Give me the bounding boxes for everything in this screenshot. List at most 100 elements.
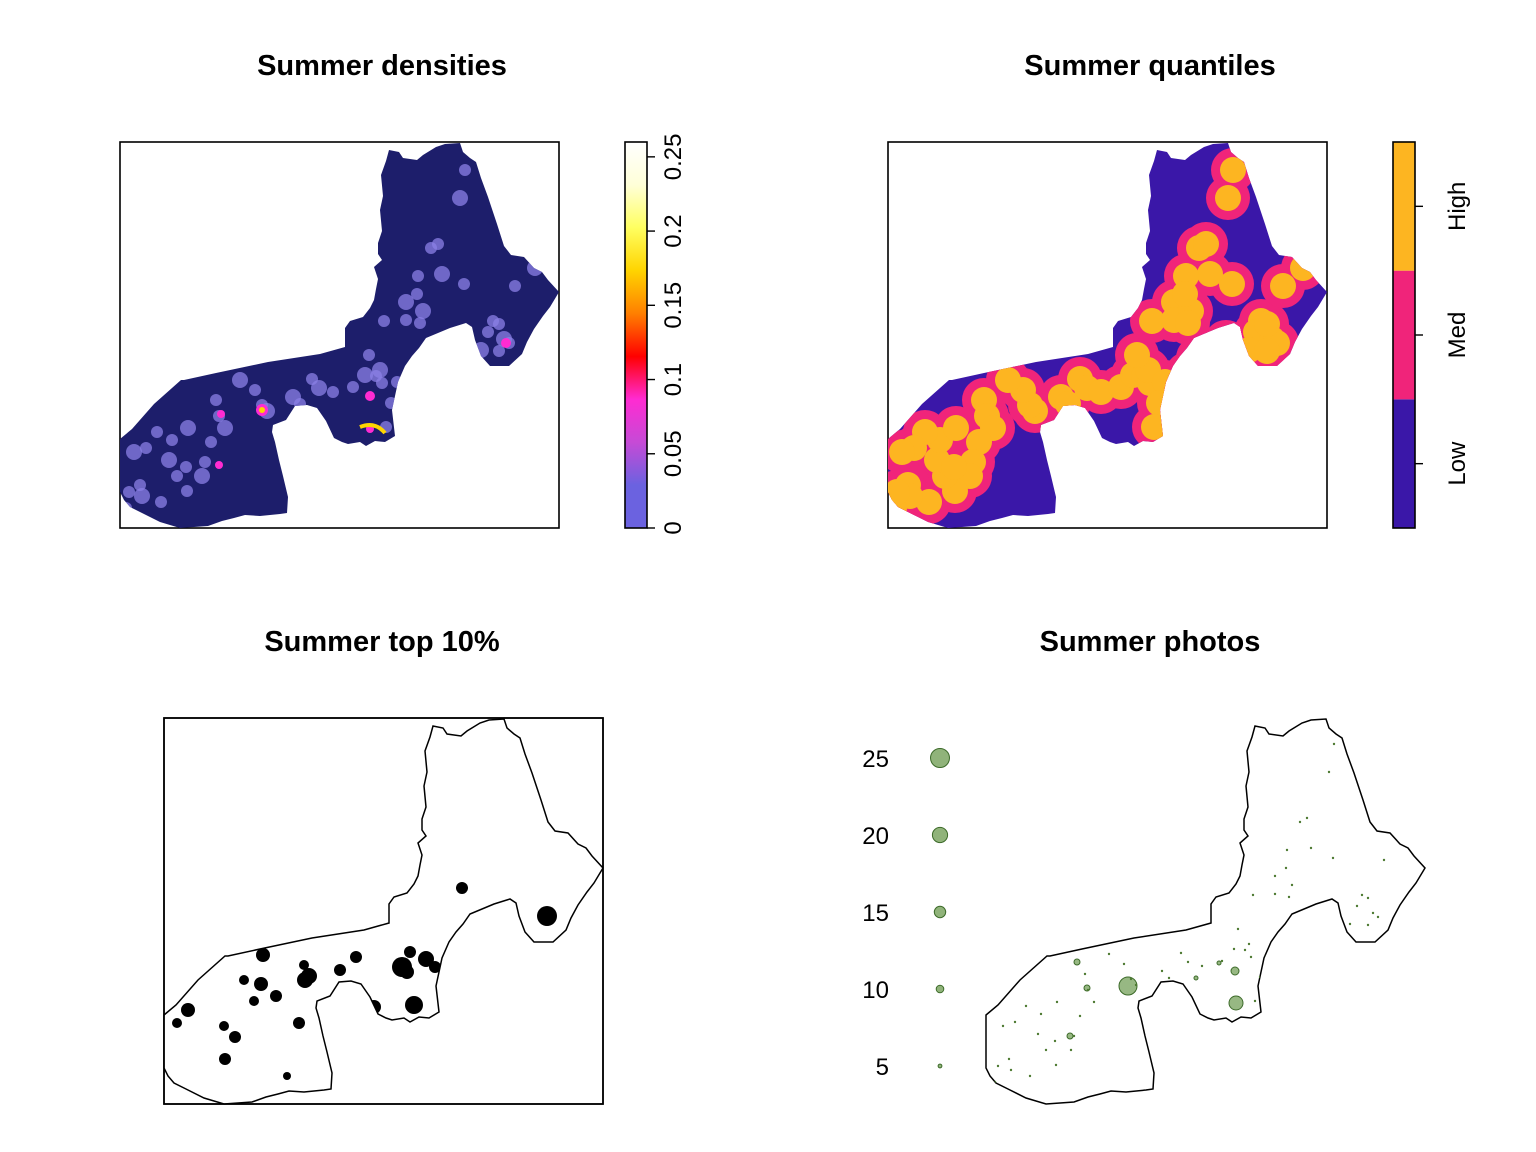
photo-point — [1272, 972, 1276, 976]
density-spot — [155, 496, 167, 508]
photo-point — [1007, 1057, 1011, 1061]
photo-point — [1073, 958, 1081, 966]
quantile-zones — [888, 148, 1325, 528]
density-spot — [199, 456, 211, 468]
density-spot — [458, 278, 470, 290]
photo-point — [1366, 896, 1370, 900]
top10-patch — [537, 906, 557, 926]
photo-legend-point — [935, 984, 945, 994]
density-peak — [359, 423, 387, 435]
photo-point — [1366, 923, 1370, 927]
photo-point — [1326, 971, 1330, 975]
med-zone — [1209, 415, 1253, 459]
density-spot — [134, 479, 146, 491]
photo-point — [1107, 952, 1111, 956]
panel-photos: Summer photos 25 20 15 10 5 — [862, 626, 1426, 1105]
density-spot — [414, 317, 426, 329]
photo-legend-point — [933, 905, 947, 919]
photo-point — [1092, 1000, 1096, 1004]
density-spot — [120, 502, 132, 514]
map-frame-overlay — [163, 717, 604, 1105]
density-spot — [134, 488, 150, 504]
density-spot — [180, 420, 196, 436]
photo-point — [1179, 951, 1183, 955]
photo-point — [1122, 962, 1126, 966]
top10-patches — [172, 882, 557, 1080]
density-spot — [411, 442, 427, 458]
density-spot — [400, 314, 412, 326]
density-spot — [412, 386, 424, 398]
high-zone — [1185, 345, 1211, 371]
photo-point — [1228, 995, 1244, 1011]
photo-point — [996, 1064, 1000, 1068]
top10-patch — [181, 1003, 195, 1017]
photo-point — [1348, 922, 1352, 926]
photo-legend-label: 15 — [862, 900, 889, 927]
top10-patch — [239, 975, 249, 985]
legend-swatch-low — [1393, 399, 1415, 528]
high-zone — [1160, 387, 1186, 413]
photo-point — [1134, 983, 1138, 987]
high-zone — [1220, 157, 1246, 183]
photo-point — [1382, 858, 1386, 862]
density-peak — [217, 410, 225, 418]
photo-point — [1247, 942, 1251, 946]
density-map — [120, 143, 559, 528]
high-zone — [941, 454, 967, 480]
photo-point — [1327, 770, 1331, 774]
photo-point — [1069, 1048, 1073, 1052]
high-zone — [1195, 412, 1221, 438]
photo-point — [1053, 1039, 1057, 1043]
photo-point — [1332, 742, 1336, 746]
photo-point — [1290, 883, 1294, 887]
photos-legend: 25 20 15 10 5 — [862, 746, 950, 1081]
photo-point — [1160, 969, 1164, 973]
density-spot — [210, 394, 222, 406]
photo-point — [1286, 1022, 1290, 1026]
photo-legend-point — [930, 748, 950, 768]
photo-point — [1273, 892, 1277, 896]
density-spot — [180, 461, 192, 473]
density-spot — [432, 238, 444, 250]
photo-point — [1284, 866, 1288, 870]
photo-point — [1276, 990, 1280, 994]
density-spot — [434, 266, 450, 282]
top10-patch — [254, 977, 268, 991]
high-zone — [995, 367, 1021, 393]
top10-patch — [456, 882, 468, 894]
high-zone — [1193, 231, 1219, 257]
density-spot — [126, 444, 142, 460]
photo-point — [1309, 846, 1313, 850]
legend-label-high: High — [1444, 182, 1471, 231]
med-zone — [1176, 336, 1220, 380]
density-spot — [424, 352, 436, 364]
photo-legend-label: 20 — [862, 823, 889, 850]
top10-patch — [172, 1018, 182, 1028]
density-spot — [357, 367, 373, 383]
photo-point — [1086, 988, 1090, 992]
high-zone — [1218, 424, 1244, 450]
density-spot — [140, 442, 152, 454]
photo-point — [1236, 927, 1240, 931]
legend-label-med: Med — [1444, 312, 1471, 359]
density-spot — [161, 452, 177, 468]
photo-point — [1285, 848, 1289, 852]
density-spot — [509, 280, 521, 292]
top10-patch — [283, 1072, 291, 1080]
density-legend: 0 0.05 0.1 0.15 0.2 0.25 — [624, 133, 687, 535]
top10-patch — [219, 1053, 231, 1065]
photo-point — [1232, 947, 1236, 951]
top10-patch — [256, 948, 270, 962]
map-frame-densities — [119, 141, 560, 529]
photo-point — [1402, 840, 1406, 844]
legend-swatch-high — [1393, 142, 1415, 271]
legend-label-low: Low — [1444, 441, 1471, 486]
density-spot — [205, 436, 217, 448]
top10-patch — [404, 946, 416, 958]
photo-point — [1376, 915, 1380, 919]
high-zone — [1174, 361, 1200, 387]
high-zone — [1213, 329, 1239, 355]
photo-point — [1036, 1032, 1040, 1036]
panel-title-top10: Summer top 10% — [264, 626, 499, 658]
density-spot — [194, 468, 210, 484]
